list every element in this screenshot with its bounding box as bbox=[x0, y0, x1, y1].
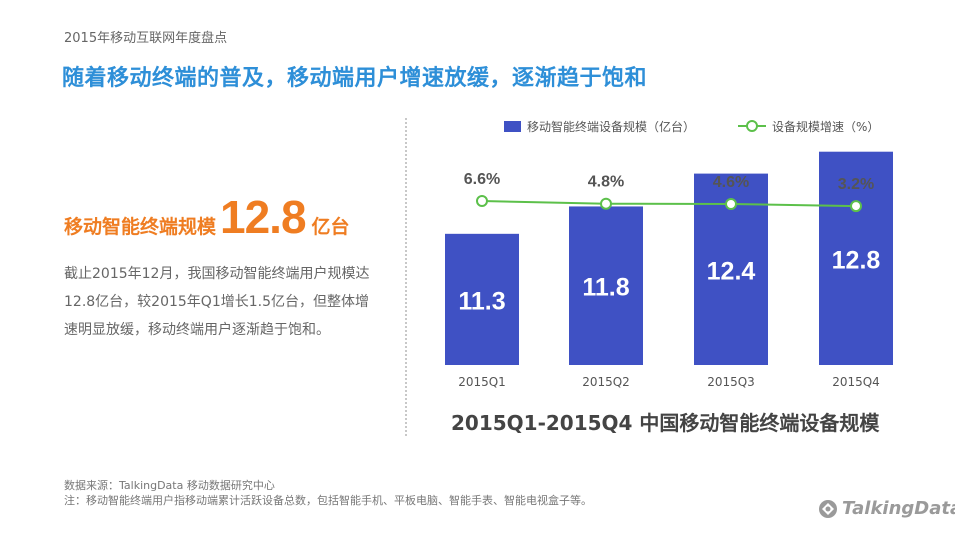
bar bbox=[819, 151, 893, 365]
line-value-label: 3.2% bbox=[838, 176, 874, 193]
logo-icon bbox=[819, 499, 837, 518]
stat-value: 12.8 bbox=[220, 191, 307, 243]
category-tick-label: 2015Q2 bbox=[582, 375, 630, 389]
line-value-label: 4.6% bbox=[713, 174, 749, 191]
bar-value-label: 11.8 bbox=[582, 274, 629, 302]
growth-line bbox=[481, 200, 857, 208]
note-line: 注：移动智能终端用户指移动端累计活跃设备总数，包括智能手机、平板电脑、智能手表、… bbox=[64, 494, 592, 507]
stat-highlight: 移动智能终端规模 12.8 亿台 bbox=[64, 190, 350, 244]
category-tick-label: 2015Q3 bbox=[707, 375, 755, 389]
bar bbox=[445, 233, 519, 365]
stat-label: 移动智能终端规模 bbox=[64, 216, 217, 238]
line-value-label: 6.6% bbox=[464, 171, 500, 188]
legend-line-marker bbox=[746, 120, 758, 132]
bar-value-label: 12.8 bbox=[832, 246, 881, 274]
header-title: 2015年移动互联网年度盘点 bbox=[64, 31, 228, 46]
line-point bbox=[476, 195, 488, 207]
bar bbox=[569, 206, 643, 365]
source-line: 数据来源：TalkingData 移动数据研究中心 bbox=[64, 479, 275, 492]
line-point bbox=[725, 198, 737, 210]
talkingdata-logo: TalkingData bbox=[818, 498, 955, 519]
legend-line-label: 设备规模增速（%） bbox=[772, 119, 879, 134]
legend-bar-label: 移动智能终端设备规模（亿台） bbox=[527, 119, 695, 134]
divider bbox=[405, 118, 407, 436]
category-tick-label: 2015Q1 bbox=[458, 375, 506, 389]
description: 截止2015年12月，我国移动智能终端用户规模达12.8亿台，较2015年Q1增… bbox=[64, 266, 370, 338]
line-point bbox=[600, 197, 612, 210]
category-tick-label: 2015Q4 bbox=[832, 375, 880, 389]
bar-value-label: 11.3 bbox=[458, 287, 505, 315]
logo-text: TalkingData bbox=[842, 498, 955, 519]
bar-value-label: 12.4 bbox=[707, 257, 756, 285]
chart-title: 2015Q1-2015Q4 中国移动智能终端设备规模 bbox=[451, 411, 880, 435]
source-note: 数据来源：TalkingData 移动数据研究中心 注：移动智能终端用户指移动端… bbox=[64, 478, 592, 508]
line-point bbox=[850, 200, 862, 213]
legend-bar-swatch bbox=[504, 121, 521, 132]
headline: 随着移动终端的普及，移动端用户增速放缓，逐渐趋于饱和 bbox=[62, 66, 648, 91]
line-value-label: 4.8% bbox=[588, 174, 624, 191]
stat-unit: 亿台 bbox=[311, 216, 350, 238]
